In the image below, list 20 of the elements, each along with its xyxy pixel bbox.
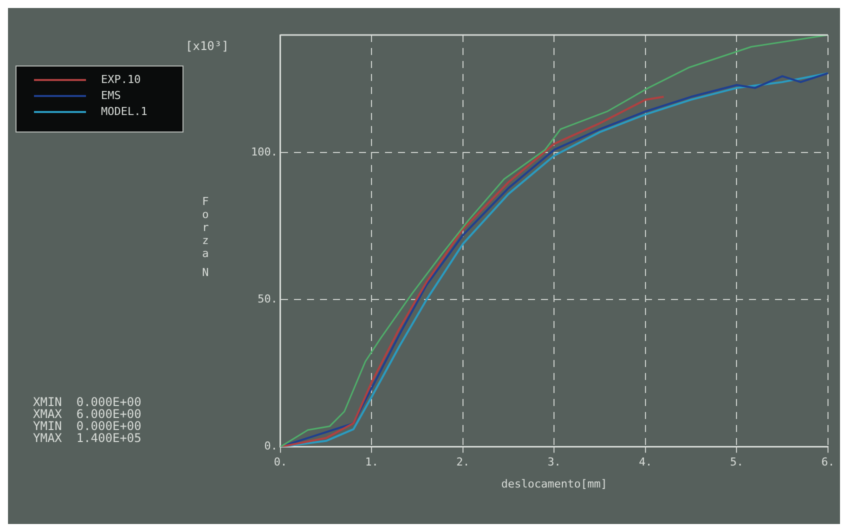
x-tick-label: 0.	[274, 455, 288, 468]
y-axis-title: Forza N	[202, 194, 210, 279]
x-tick-label: 3.	[548, 455, 561, 468]
text: YMIN 0.000E+00	[33, 419, 142, 434]
legend-label: EMS	[101, 88, 121, 102]
text: YMAX 1.400E+05	[33, 431, 142, 446]
legend-label: EXP.10	[101, 72, 141, 86]
text: XMAX 6.000E+00	[33, 407, 142, 422]
x-tick-label: 5.	[730, 455, 744, 468]
text: XMIN 0.000E+00	[33, 395, 142, 410]
x-tick-label: 1.	[365, 455, 378, 468]
legend-label: MODEL.1	[101, 104, 148, 118]
text: [x10³]	[185, 39, 229, 54]
y-tick-label: 100.	[250, 146, 278, 159]
x-tick-label: 4.	[638, 455, 652, 468]
y-tick-label: 0.	[264, 440, 278, 453]
x-tick-label: 2.	[456, 455, 470, 468]
y-tick-label: 50.	[258, 292, 278, 306]
x-tick-label: 6.	[821, 455, 835, 468]
x-axis-title: deslocamento[mm]	[501, 478, 608, 491]
